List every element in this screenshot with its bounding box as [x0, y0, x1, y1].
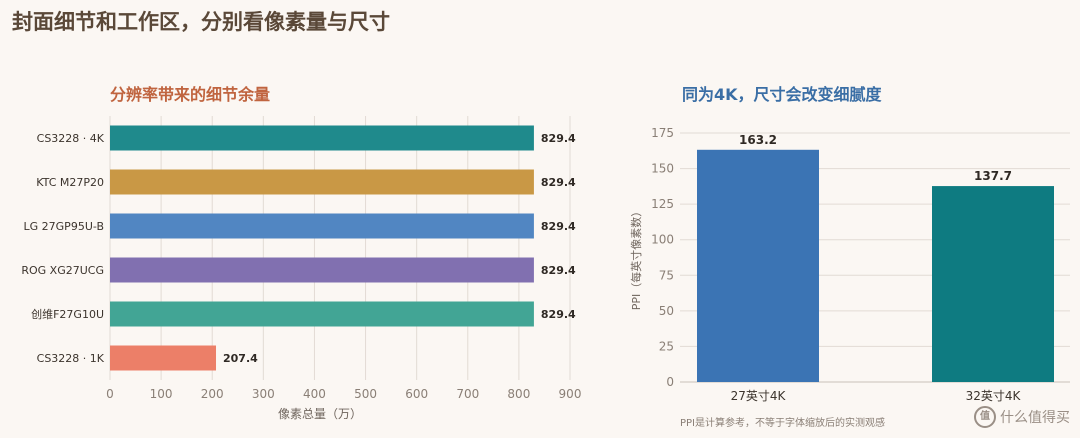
- bar: [110, 125, 534, 151]
- y-tick-label: 75: [659, 268, 674, 282]
- watermark-text: 什么值得买: [1000, 410, 1070, 426]
- y-category-label: 创维F27G10U: [31, 308, 104, 321]
- bar-value-label: 829.4: [541, 308, 576, 321]
- footnote: PPI是计算参考，不等于字体缩放后的实测观感: [680, 416, 885, 429]
- bar-value-label: 137.7: [974, 169, 1012, 183]
- y-category-label: CS3228 · 4K: [37, 132, 105, 145]
- y-category-label: ROG XG27UCG: [21, 264, 104, 277]
- y-category-label: KTC M27P20: [36, 176, 104, 189]
- watermark: 值 什么值得买: [974, 406, 1070, 428]
- x-category-label: 32英寸4K: [966, 389, 1022, 403]
- x-tick-label: 0: [106, 387, 114, 401]
- bar: [697, 149, 819, 382]
- x-axis-label: 像素总量（万）: [278, 407, 362, 421]
- bar: [110, 345, 217, 371]
- y-tick-label: 50: [659, 304, 674, 318]
- horizontal-bar-chart: 分辨率带来的细节余量 0 100 200 300 400 500 600 700 800 900 CS…: [21, 85, 582, 421]
- right-chart-title: 同为4K，尺寸会改变细腻度: [682, 85, 883, 104]
- y-category-label: LG 27GP95U-B: [24, 220, 104, 233]
- y-tick-label: 0: [666, 375, 674, 389]
- bar: [110, 169, 534, 195]
- x-tick-label: 600: [405, 387, 428, 401]
- bar-value-label: 829.4: [541, 132, 576, 145]
- x-tick-label: 500: [354, 387, 377, 401]
- y-tick-label: 125: [651, 197, 674, 211]
- bar-value-label: 829.4: [541, 264, 576, 277]
- x-tick-label: 300: [252, 387, 275, 401]
- bar: [110, 301, 534, 327]
- y-category-label: CS3228 · 1K: [37, 352, 105, 365]
- y-tick-label: 25: [659, 339, 674, 353]
- x-category-label: 27英寸4K: [731, 389, 787, 403]
- bar-value-label: 207.4: [223, 352, 258, 365]
- bar: [110, 257, 534, 283]
- x-tick-label: 400: [303, 387, 326, 401]
- bar: [110, 213, 534, 239]
- bar-value-label: 163.2: [739, 133, 777, 147]
- y-tick-label: 100: [651, 233, 674, 247]
- x-tick-label: 800: [507, 387, 530, 401]
- bar-value-label: 829.4: [541, 220, 576, 233]
- x-tick-label: 900: [559, 387, 582, 401]
- bar-value-label: 829.4: [541, 176, 576, 189]
- y-tick-label: 150: [651, 162, 674, 176]
- x-tick-label: 700: [456, 387, 479, 401]
- page-title: 封面细节和工作区，分别看像素量与尺寸: [12, 10, 390, 34]
- x-tick-label: 100: [150, 387, 173, 401]
- bar: [932, 186, 1054, 382]
- y-tick-label: 175: [651, 126, 674, 140]
- watermark-logo-icon: 值: [974, 406, 996, 428]
- y-axis-label: PPI（每英寸像素数）: [629, 206, 643, 311]
- x-tick-label: 200: [201, 387, 224, 401]
- left-chart-title: 分辨率带来的细节余量: [110, 85, 270, 104]
